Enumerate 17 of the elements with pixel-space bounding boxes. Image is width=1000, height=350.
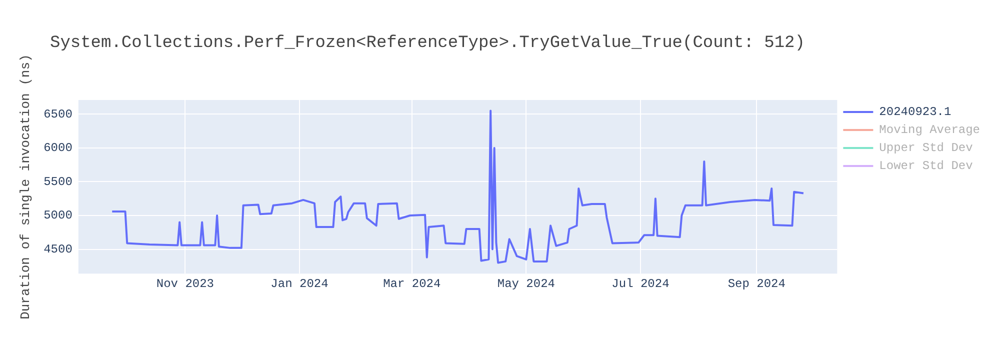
legend-label: Lower Std Dev: [879, 159, 973, 174]
chart-title: System.Collections.Perf_Frozen<ReferenceType>.TryGetValue_True(Count: 512): [50, 34, 805, 53]
y-tick-label: 6500: [44, 107, 72, 122]
y-tick-label: 4500: [44, 242, 72, 256]
x-tick-label: Sep 2024: [728, 276, 786, 291]
legend-label: 20240923.1: [879, 105, 952, 120]
x-tick-label: Nov 2023: [156, 276, 214, 291]
x-tick-label: Jan 2024: [270, 276, 328, 291]
x-tick-label: Mar 2024: [383, 276, 441, 291]
x-tick-label: Jul 2024: [612, 276, 670, 291]
legend-label: Moving Average: [879, 123, 980, 138]
y-tick-label: 5500: [44, 174, 72, 189]
y-axis-title: Duration of single invocation (ns): [18, 54, 34, 320]
y-tick-label: 5000: [44, 208, 72, 223]
legend-label: Upper Std Dev: [879, 141, 973, 156]
y-tick-label: 6000: [44, 141, 72, 156]
x-tick-label: May 2024: [497, 276, 555, 291]
